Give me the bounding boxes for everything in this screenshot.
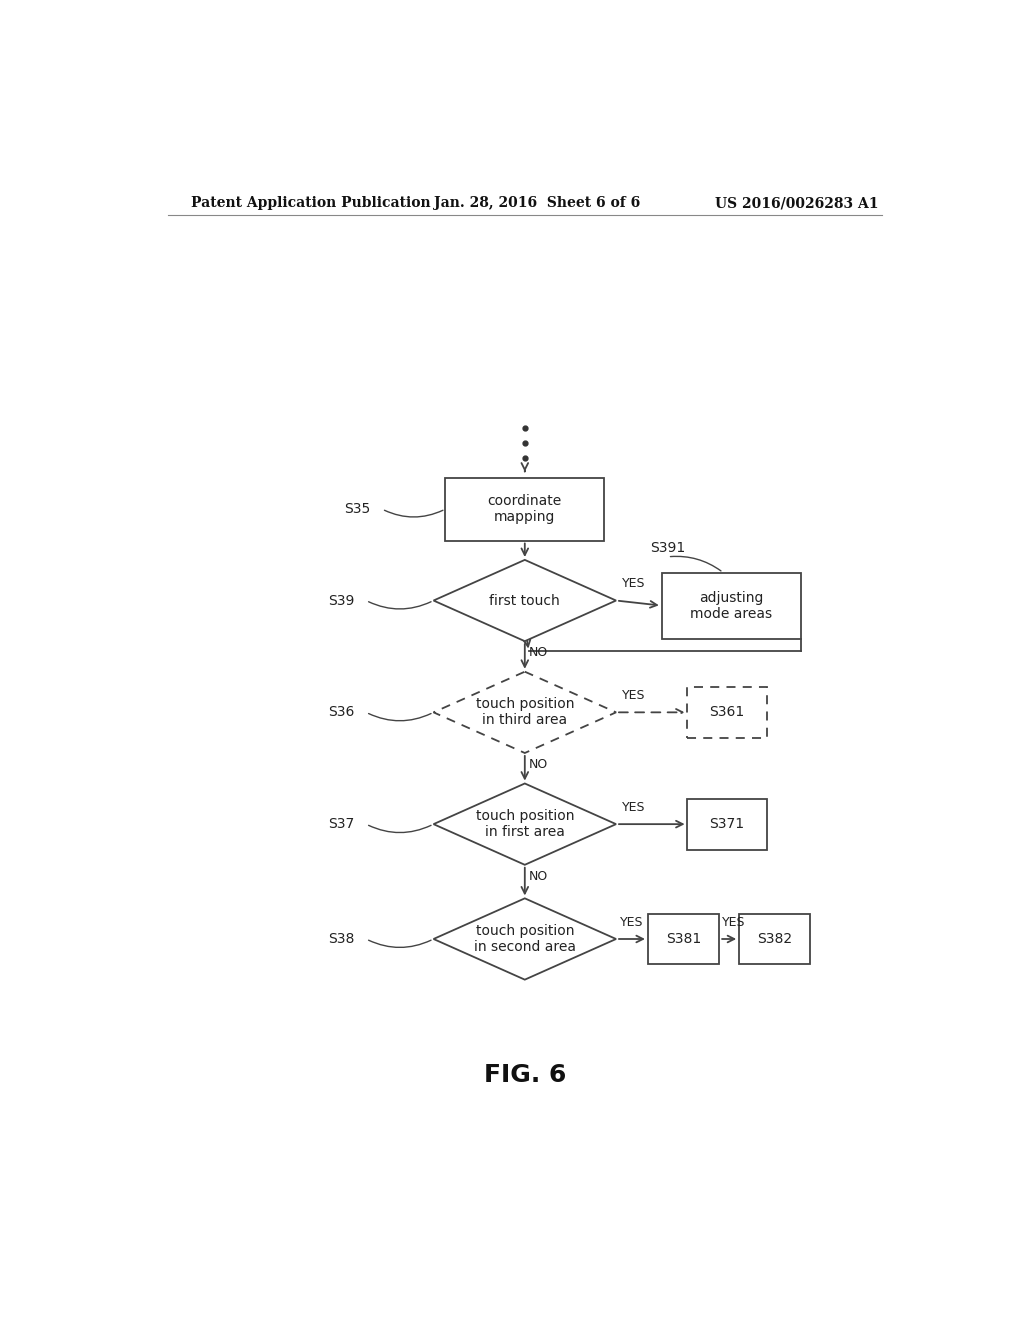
Text: touch position
in third area: touch position in third area: [475, 697, 574, 727]
Text: S35: S35: [344, 502, 370, 516]
Polygon shape: [433, 899, 616, 979]
Text: touch position
in second area: touch position in second area: [474, 924, 575, 954]
Text: S382: S382: [757, 932, 793, 946]
Text: YES: YES: [623, 577, 646, 590]
Text: S371: S371: [710, 817, 744, 832]
Bar: [662, 573, 801, 639]
Text: coordinate
mapping: coordinate mapping: [487, 494, 562, 524]
Bar: [687, 686, 767, 738]
Text: Jan. 28, 2016  Sheet 6 of 6: Jan. 28, 2016 Sheet 6 of 6: [433, 197, 640, 210]
Text: NO: NO: [528, 647, 548, 659]
Text: S36: S36: [328, 705, 354, 719]
Text: FIG. 6: FIG. 6: [483, 1063, 566, 1088]
Bar: [648, 913, 719, 965]
Text: S361: S361: [710, 705, 744, 719]
Text: S391: S391: [650, 541, 685, 554]
Polygon shape: [433, 560, 616, 642]
Text: S37: S37: [328, 817, 354, 832]
Text: YES: YES: [623, 689, 646, 702]
Text: NO: NO: [528, 870, 548, 883]
Text: Patent Application Publication: Patent Application Publication: [191, 197, 431, 210]
Text: S39: S39: [328, 594, 354, 607]
Text: adjusting
mode areas: adjusting mode areas: [690, 590, 772, 620]
Polygon shape: [433, 672, 616, 752]
Bar: [687, 799, 767, 850]
Text: YES: YES: [722, 916, 745, 929]
Text: first touch: first touch: [489, 594, 560, 607]
Text: YES: YES: [623, 801, 646, 814]
Text: YES: YES: [620, 916, 643, 929]
Bar: [739, 913, 810, 965]
Text: S38: S38: [328, 932, 354, 946]
Text: touch position
in first area: touch position in first area: [475, 809, 574, 840]
Polygon shape: [433, 784, 616, 865]
Text: US 2016/0026283 A1: US 2016/0026283 A1: [715, 197, 879, 210]
Text: S381: S381: [666, 932, 701, 946]
Bar: [445, 478, 604, 541]
Text: NO: NO: [528, 758, 548, 771]
